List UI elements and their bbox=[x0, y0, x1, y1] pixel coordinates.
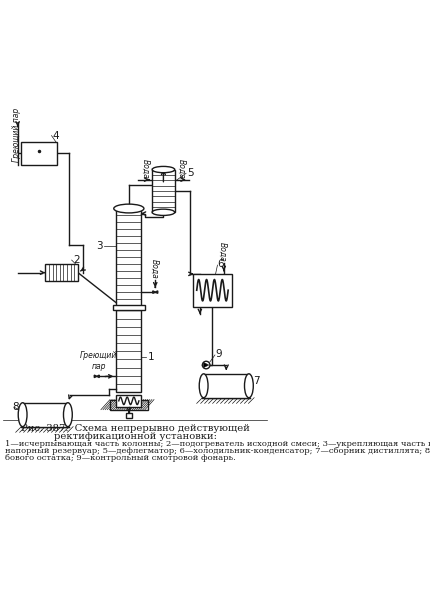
Bar bbox=[193, 274, 232, 306]
Text: ректификационной установки:: ректификационной установки: bbox=[54, 432, 217, 441]
Ellipse shape bbox=[18, 402, 27, 427]
Text: Вода: Вода bbox=[150, 258, 159, 278]
Polygon shape bbox=[97, 375, 99, 378]
Ellipse shape bbox=[199, 374, 208, 398]
Ellipse shape bbox=[114, 204, 144, 213]
Ellipse shape bbox=[152, 209, 175, 215]
Bar bbox=[45, 264, 78, 282]
Ellipse shape bbox=[245, 374, 253, 398]
Bar bbox=[152, 170, 175, 212]
Ellipse shape bbox=[152, 167, 175, 173]
Polygon shape bbox=[153, 291, 155, 294]
Text: бового остатка; 9—контрольный смотровой фонарь.: бового остатка; 9—контрольный смотровой … bbox=[5, 454, 236, 461]
Bar bbox=[204, 374, 249, 398]
Bar bbox=[113, 305, 144, 310]
Text: 1: 1 bbox=[147, 353, 154, 362]
Polygon shape bbox=[155, 291, 158, 294]
Bar bbox=[116, 310, 141, 392]
Text: Вода: Вода bbox=[218, 241, 227, 261]
Text: Греющий
пар: Греющий пар bbox=[80, 351, 117, 371]
Text: 1—исчерпывающая часть колонны; 2—подогреватель исходной смеси; 3—укрепляющая час: 1—исчерпывающая часть колонны; 2—подогре… bbox=[5, 440, 430, 448]
Text: 7: 7 bbox=[253, 376, 260, 385]
Circle shape bbox=[203, 361, 210, 369]
Bar bbox=[116, 395, 141, 407]
Text: напорный резервуар; 5—дефлегматор; 6—холодильник-конденсатор; 7—сборник дистилля: напорный резервуар; 5—дефлегматор; 6—хол… bbox=[5, 447, 430, 455]
Bar bbox=[126, 413, 132, 418]
Bar bbox=[23, 402, 68, 427]
Text: 3: 3 bbox=[96, 241, 102, 251]
Text: 8: 8 bbox=[12, 402, 19, 412]
Bar bbox=[110, 399, 147, 410]
Polygon shape bbox=[204, 362, 209, 368]
Text: 9: 9 bbox=[215, 349, 222, 359]
Text: 6: 6 bbox=[218, 259, 224, 269]
Polygon shape bbox=[94, 375, 97, 378]
Bar bbox=[116, 209, 141, 306]
Text: Греющий пар: Греющий пар bbox=[12, 108, 21, 162]
Text: 5: 5 bbox=[187, 168, 194, 178]
Ellipse shape bbox=[64, 402, 72, 427]
Text: 2: 2 bbox=[73, 255, 80, 265]
Text: Рис. 387.  Схема непрерывно действующей: Рис. 387. Схема непрерывно действующей bbox=[21, 424, 249, 433]
Bar bbox=[21, 142, 57, 165]
Text: 4: 4 bbox=[53, 131, 59, 140]
Text: Вода: Вода bbox=[141, 159, 150, 178]
Text: Вода: Вода bbox=[177, 159, 186, 178]
